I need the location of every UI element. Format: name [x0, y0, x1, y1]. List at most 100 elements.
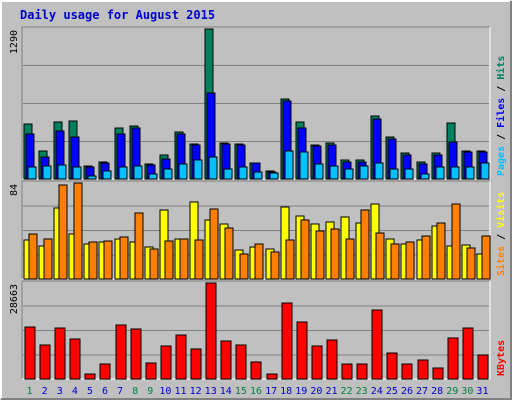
bar-pages-day-9: [148, 173, 158, 180]
x-tick-label: 11: [174, 386, 186, 397]
bar-kbytes-day-5: [84, 373, 96, 380]
x-tick-label: 30: [461, 386, 473, 397]
bar-kbytes-day-22: [341, 363, 353, 380]
bar-kbytes-day-26: [401, 363, 413, 380]
chart-panels: 1290 Pages / Files / Hits 84 Sites / Visits…: [9, 26, 507, 380]
bar-sites-day-2: [43, 238, 53, 280]
bar-pages-day-1: [27, 166, 37, 180]
bar-kbytes-day-23: [356, 363, 368, 380]
x-tick-label: 26: [401, 386, 413, 397]
bar-kbytes-day-24: [371, 309, 383, 380]
bar-kbytes-day-14: [220, 340, 232, 380]
legend-entry: /: [496, 228, 507, 246]
x-tick-label: 25: [386, 386, 398, 397]
bar-kbytes-day-15: [235, 344, 247, 380]
bar-kbytes-day-20: [311, 345, 323, 380]
bar-sites-day-18: [285, 239, 295, 280]
bar-kbytes-day-12: [190, 348, 202, 380]
panel-hits-files-pages: 1290 Pages / Files / Hits: [9, 26, 507, 180]
bar-kbytes-day-19: [296, 321, 308, 380]
bar-pages-day-29: [450, 166, 460, 180]
bar-kbytes-day-8: [130, 328, 142, 380]
x-tick-label: 18: [280, 386, 292, 397]
x-tick-label: 17: [265, 386, 277, 397]
bar-sites-day-17: [270, 251, 280, 280]
bar-sites-day-7: [119, 236, 129, 280]
legend-entry: Files: [495, 98, 507, 128]
x-tick-label: 15: [235, 386, 247, 397]
plot-border-dark: [21, 26, 490, 179]
bar-sites-day-1: [28, 233, 38, 280]
bar-sites-day-26: [405, 241, 415, 280]
y-axis-max-label: 28663: [9, 284, 20, 314]
bar-pages-day-31: [480, 162, 490, 180]
bar-pages-day-3: [57, 164, 67, 180]
x-tick-label: 22: [341, 386, 353, 397]
bar-sites-day-11: [179, 238, 189, 280]
bar-sites-day-21: [330, 228, 340, 280]
bar-kbytes-day-16: [250, 361, 262, 380]
bar-sites-day-16: [254, 243, 264, 280]
bar-kbytes-day-13: [205, 282, 217, 380]
y-axis-max-label: 84: [9, 184, 20, 196]
bar-pages-day-28: [435, 166, 445, 180]
x-tick-label: 2: [42, 386, 48, 397]
bar-pages-day-5: [87, 175, 97, 180]
bar-kbytes-day-2: [39, 344, 51, 380]
bar-sites-day-13: [209, 208, 219, 280]
x-tick-label: 19: [295, 386, 307, 397]
bar-kbytes-day-21: [326, 339, 338, 380]
bar-sites-day-8: [134, 212, 144, 280]
bar-sites-day-19: [300, 219, 310, 280]
x-tick-label: 14: [220, 386, 232, 397]
bar-kbytes-day-17: [266, 373, 278, 380]
chart-title: Daily usage for August 2015: [20, 8, 215, 22]
bar-sites-day-22: [345, 238, 355, 280]
x-tick-label: 24: [371, 386, 383, 397]
legend-entry: Sites: [495, 246, 507, 276]
bar-pages-day-16: [253, 171, 263, 180]
bar-sites-day-10: [164, 240, 174, 280]
bar-sites-day-3: [58, 184, 68, 280]
x-tick-label: 23: [356, 386, 368, 397]
bar-sites-day-25: [390, 243, 400, 280]
series-legend: KBytes: [496, 340, 507, 376]
bar-kbytes-day-28: [432, 367, 444, 380]
x-tick-label: 16: [250, 386, 262, 397]
bar-pages-day-20: [314, 163, 324, 180]
bar-sites-day-28: [436, 222, 446, 280]
bar-sites-day-15: [239, 253, 249, 280]
bar-sites-day-12: [194, 239, 204, 280]
bar-pages-day-21: [329, 165, 339, 180]
bar-kbytes-day-6: [99, 363, 111, 380]
bar-pages-day-6: [102, 170, 112, 180]
bar-sites-day-9: [149, 248, 159, 280]
plot-border-dark: [21, 280, 490, 379]
bar-kbytes-day-9: [145, 362, 157, 380]
x-tick-label: 21: [325, 386, 337, 397]
bar-sites-day-14: [224, 227, 234, 280]
bar-pages-day-19: [299, 151, 309, 180]
x-tick-label: 4: [72, 386, 78, 397]
bar-kbytes-day-10: [160, 345, 172, 380]
x-tick-label: 7: [117, 386, 123, 397]
x-tick-label: 12: [190, 386, 202, 397]
bar-pages-day-27: [420, 173, 430, 180]
bar-pages-day-22: [344, 168, 354, 180]
legend-entry: /: [496, 128, 507, 146]
bar-kbytes-day-25: [386, 352, 398, 380]
bar-sites-day-30: [466, 247, 476, 280]
legend-entry: KBytes: [496, 340, 507, 376]
x-axis-day-labels: 1 2 3 4 5 6 7 8 9 10 11 12 13 14 15 16 17 18 19 20 21 22 23 24 2…: [27, 386, 489, 397]
bar-pages-day-10: [163, 168, 173, 180]
bar-sites-day-6: [103, 240, 113, 280]
x-tick-label: 9: [147, 386, 153, 397]
bar-pages-day-24: [374, 162, 384, 180]
bar-kbytes-day-7: [115, 324, 127, 380]
bar-pages-day-13: [208, 156, 218, 180]
panel-kbytes: 28663 KBytes: [9, 280, 507, 380]
x-tick-label: 6: [102, 386, 108, 397]
bar-sites-day-31: [481, 235, 491, 280]
